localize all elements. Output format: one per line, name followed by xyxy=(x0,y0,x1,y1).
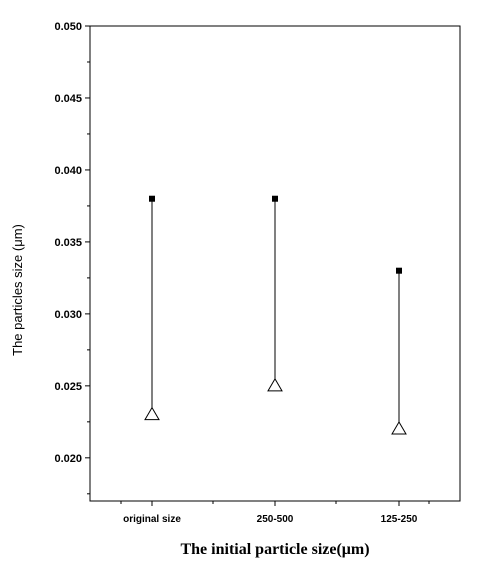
y-tick-label: 0.045 xyxy=(54,93,82,105)
y-tick-label: 0.050 xyxy=(54,21,82,33)
y-tick-label: 0.035 xyxy=(54,237,82,249)
y-tick-label: 0.025 xyxy=(54,381,82,393)
y-tick-label: 0.020 xyxy=(54,453,82,465)
y-axis-label: The particles size (μm) xyxy=(10,224,25,356)
min-triangle-marker xyxy=(391,421,407,435)
max-square-marker xyxy=(149,195,155,202)
max-square-marker xyxy=(396,267,402,274)
data-marks xyxy=(144,195,407,435)
x-axis-label: The initial particle size(μm) xyxy=(180,541,369,558)
x-axis: original size 250-500 125-250 xyxy=(120,501,430,525)
y-tick-label: 0.030 xyxy=(54,309,82,321)
x-tick-label: 250-500 xyxy=(257,514,294,525)
y-axis: 0.020 0.025 0.030 0.035 0.040 0.045 0.050 xyxy=(54,21,90,495)
x-tick-label: 125-250 xyxy=(381,514,418,525)
y-tick-label: 0.040 xyxy=(54,165,82,177)
x-tick-label: original size xyxy=(123,514,181,525)
min-triangle-marker xyxy=(267,377,283,392)
max-square-marker xyxy=(272,195,278,202)
min-triangle-marker xyxy=(144,406,160,421)
